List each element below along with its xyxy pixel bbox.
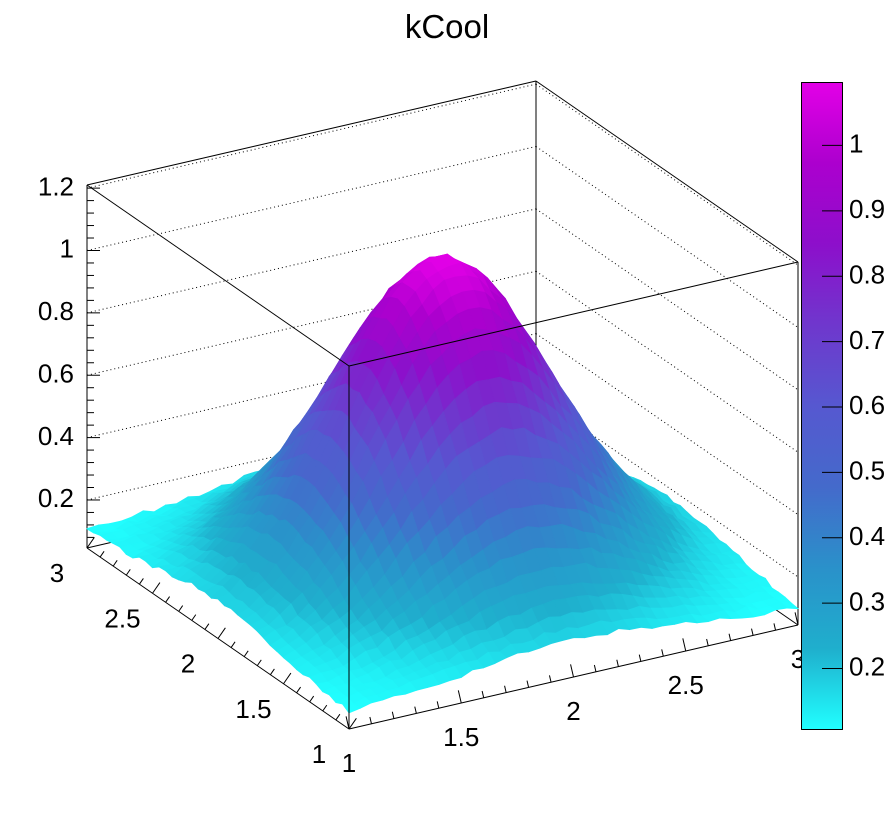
plot-title: kCool [404,8,490,45]
